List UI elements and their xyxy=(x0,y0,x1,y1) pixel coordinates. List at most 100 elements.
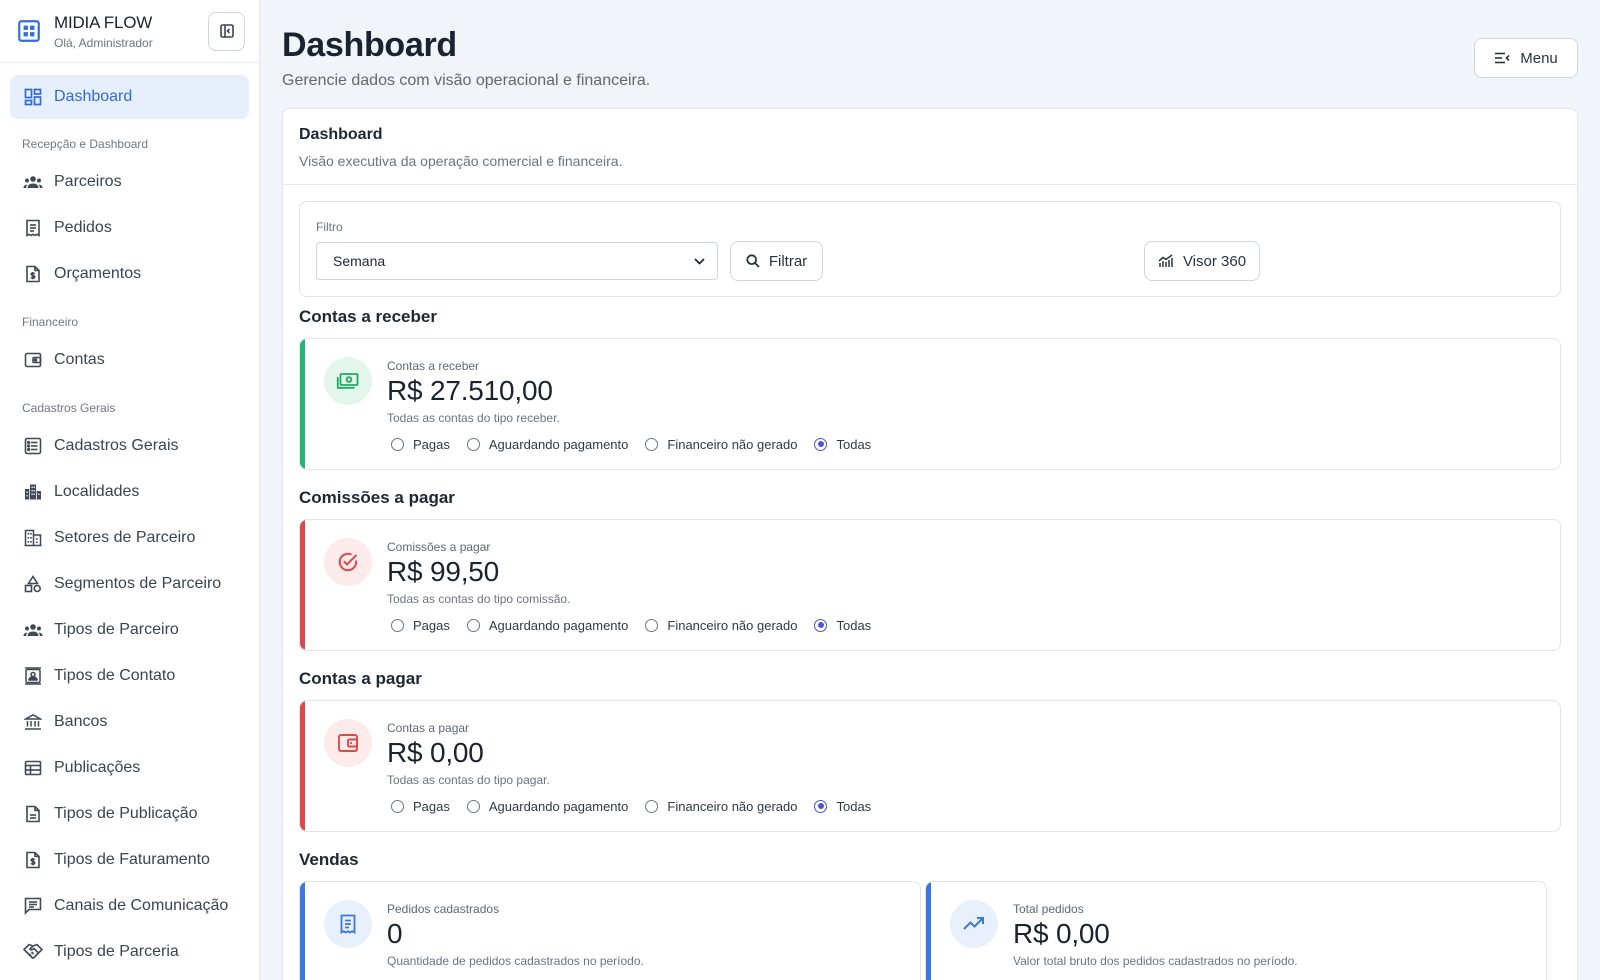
panel-subtitle: Visão executiva da operação comercial e … xyxy=(299,153,623,169)
radio-financeiro-nao-gerado[interactable]: Financeiro não gerado xyxy=(645,799,797,814)
menu-button-label: Menu xyxy=(1520,49,1558,67)
card-label: Pedidos cadastrados xyxy=(387,902,500,916)
radio-pagas[interactable]: Pagas xyxy=(391,618,450,633)
sidebar-item-label: Orçamentos xyxy=(54,265,142,282)
radio-button[interactable] xyxy=(391,619,404,632)
radio-label: Financeiro não gerado xyxy=(667,618,798,633)
radio-todas[interactable]: Todas xyxy=(814,618,871,633)
card-pedidos-cadastrados: Pedidos cadastrados 0 Quantidade de pedi… xyxy=(299,881,921,980)
sidebar-item-label: Tipos de Parceiro xyxy=(54,621,179,638)
period-select-value: Semana xyxy=(333,253,386,269)
brand-header: MIDIA FLOW Olá, Administrador xyxy=(0,0,259,63)
sidebar-item-tipos-publicacao[interactable]: Tipos de Publicação xyxy=(0,791,259,837)
radio-pagas[interactable]: Pagas xyxy=(391,437,450,452)
sidebar-item-label: Tipos de Contato xyxy=(54,667,176,684)
card-description: Todas as contas do tipo pagar. xyxy=(387,773,550,787)
wallet-icon xyxy=(22,349,44,371)
radio-button[interactable] xyxy=(391,438,404,451)
sidebar-item-label: Publicações xyxy=(54,759,141,776)
receipt-icon xyxy=(340,914,356,934)
radio-button-selected[interactable] xyxy=(814,800,828,813)
card-value: R$ 99,50 xyxy=(387,556,500,587)
radio-label: Financeiro não gerado xyxy=(667,437,798,452)
card-label: Total pedidos xyxy=(1013,902,1084,916)
radio-button[interactable] xyxy=(466,800,480,813)
radio-label: Todas xyxy=(836,618,872,633)
dashboard-panel: Dashboard Visão executiva da operação co… xyxy=(282,108,1578,980)
contact-card-icon xyxy=(22,665,44,687)
sidebar-item-tipos-contato[interactable]: Tipos de Contato xyxy=(0,653,259,699)
radio-label: Todas xyxy=(836,437,872,452)
radio-button[interactable] xyxy=(466,438,480,451)
radio-todas[interactable]: Todas xyxy=(814,437,871,452)
radio-label: Pagas xyxy=(413,437,450,452)
radio-aguardando-pagamento[interactable]: Aguardando pagamento xyxy=(466,437,628,452)
sidebar-item-label: Tipos de Publicação xyxy=(54,805,198,822)
shapes-icon xyxy=(22,573,44,595)
sidebar-item-setores-parceiro[interactable]: Setores de Parceiro xyxy=(0,515,259,561)
sidebar-item-parceiros[interactable]: Parceiros xyxy=(0,159,259,205)
card-description: Todas as contas do tipo receber. xyxy=(387,411,560,425)
sidebar-item-cadastros-gerais[interactable]: Cadastros Gerais xyxy=(0,423,259,469)
sidebar-item-tipos-faturamento[interactable]: Tipos de Faturamento xyxy=(0,837,259,883)
page-subtitle: Gerencie dados com visão operacional e f… xyxy=(282,72,651,89)
wallet-icon xyxy=(338,734,358,752)
radio-label: Aguardando pagamento xyxy=(488,799,629,814)
section-title-vendas: Vendas xyxy=(299,850,359,869)
period-select[interactable]: Semana xyxy=(316,242,718,280)
card-icon-circle xyxy=(324,357,372,405)
sidebar-item-bancos[interactable]: Bancos xyxy=(0,699,259,745)
analytics-icon xyxy=(1158,254,1174,268)
radio-financeiro-nao-gerado[interactable]: Financeiro não gerado xyxy=(645,618,797,633)
radio-button[interactable] xyxy=(645,438,659,451)
money-icon xyxy=(336,373,359,389)
sidebar-item-canais-comunicacao[interactable]: Canais de Comunicação xyxy=(0,883,259,929)
sidebar-item-label: Tipos de Parceria xyxy=(54,943,179,960)
radio-button-selected[interactable] xyxy=(814,619,828,632)
radio-button[interactable] xyxy=(645,619,659,632)
brand-subtitle: Olá, Administrador xyxy=(54,35,153,50)
card-contas-pagar: Contas a pagar R$ 0,00 Todas as contas d… xyxy=(299,700,1561,832)
radio-button[interactable] xyxy=(391,800,404,813)
radio-button[interactable] xyxy=(466,619,480,632)
card-label: Comissões a pagar xyxy=(387,540,491,554)
radio-label: Aguardando pagamento xyxy=(488,618,629,633)
card-total-pedidos: Total pedidos R$ 0,00 Valor total bruto … xyxy=(925,881,1547,980)
sidebar-item-publicacoes[interactable]: Publicações xyxy=(0,745,259,791)
card-accent-bar xyxy=(300,339,305,469)
sidebar-item-segmentos-parceiro[interactable]: Segmentos de Parceiro xyxy=(0,561,259,607)
radio-todas[interactable]: Todas xyxy=(814,799,871,814)
card-description: Todas as contas do tipo comissão. xyxy=(387,592,571,606)
sidebar-item-localidades[interactable]: Localidades xyxy=(0,469,259,515)
sidebar-item-tipos-parceiro[interactable]: Tipos de Parceiro xyxy=(0,607,259,653)
sidebar-item-dashboard[interactable]: Dashboard xyxy=(10,75,249,119)
radio-button[interactable] xyxy=(645,800,659,813)
main-content: Dashboard Gerencie dados com visão opera… xyxy=(260,0,1600,980)
menu-button[interactable]: Menu xyxy=(1474,38,1578,78)
radio-financeiro-nao-gerado[interactable]: Financeiro não gerado xyxy=(645,437,797,452)
radio-aguardando-pagamento[interactable]: Aguardando pagamento xyxy=(466,618,629,633)
card-comissoes-pagar: Comissões a pagar R$ 99,50 Todas as cont… xyxy=(299,519,1561,651)
sidebar-item-contas[interactable]: Contas xyxy=(0,337,259,383)
radio-aguardando-pagamento[interactable]: Aguardando pagamento xyxy=(466,799,629,814)
collapse-sidebar-button[interactable] xyxy=(208,11,245,51)
radio-pagas[interactable]: Pagas xyxy=(391,799,450,814)
sidebar-item-tipos-parceria[interactable]: Tipos de Parceria xyxy=(0,929,259,975)
card-description: Quantidade de pedidos cadastrados no per… xyxy=(387,954,644,968)
status-radio-group: Pagas Aguardando pagamento Financeiro nã… xyxy=(391,618,888,633)
nav-section-title: Cadastros Gerais xyxy=(22,401,116,415)
filter-button[interactable]: Filtrar xyxy=(730,241,823,281)
sidebar-item-pedidos[interactable]: Pedidos xyxy=(0,205,259,251)
check-circle-icon xyxy=(338,552,358,572)
nav-section-title: Recepção e Dashboard xyxy=(22,137,149,151)
sidebar-item-label: Parceiros xyxy=(54,173,122,190)
section-title-contas-pagar: Contas a pagar xyxy=(299,669,422,688)
card-accent-bar xyxy=(300,520,305,650)
filter-box: Filtro Semana Filtrar Visor 360 xyxy=(299,201,1561,297)
radio-button-selected[interactable] xyxy=(814,438,828,451)
visor-360-button[interactable]: Visor 360 xyxy=(1144,241,1260,281)
sidebar-item-orcamentos[interactable]: Orçamentos xyxy=(0,251,259,297)
card-label: Contas a receber xyxy=(387,359,480,373)
radio-label: Pagas xyxy=(413,618,450,633)
sidebar-item-label: Localidades xyxy=(54,483,140,500)
